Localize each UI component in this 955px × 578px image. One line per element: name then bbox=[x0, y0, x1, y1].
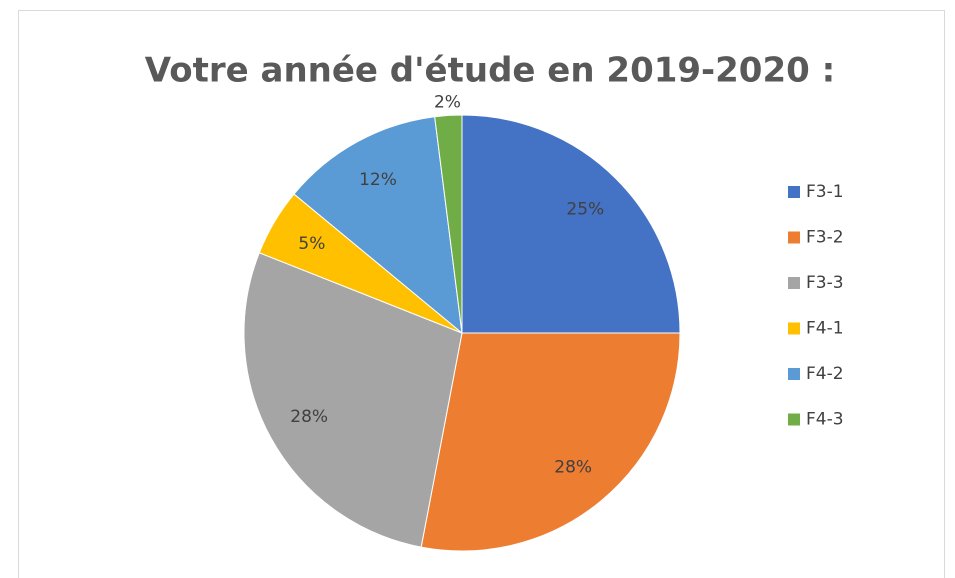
data-label: 28% bbox=[290, 407, 328, 427]
pie-slice bbox=[243, 252, 463, 548]
legend-label: F3-2 bbox=[806, 228, 844, 248]
pie-slice bbox=[420, 332, 681, 552]
data-label: 12% bbox=[359, 170, 397, 190]
legend-swatch bbox=[788, 413, 800, 426]
data-label: 28% bbox=[554, 457, 592, 477]
pie-slice bbox=[434, 114, 463, 334]
legend-label: F4-2 bbox=[806, 364, 844, 384]
legend-swatch bbox=[788, 186, 800, 198]
legend-label: F4-1 bbox=[806, 319, 844, 339]
legend-label: F4-3 bbox=[806, 410, 844, 430]
legend-swatch bbox=[788, 322, 800, 335]
legend-swatch bbox=[788, 277, 800, 289]
legend-label: F3-3 bbox=[806, 273, 844, 293]
data-label: 2% bbox=[434, 92, 461, 112]
chart-title: Votre année d'étude en 2019-2020 : bbox=[145, 51, 835, 91]
legend-swatch bbox=[788, 231, 800, 244]
legend-label: F3-1 bbox=[806, 182, 844, 202]
pie-slice bbox=[293, 116, 463, 335]
data-label: 25% bbox=[566, 200, 604, 220]
pie-slice bbox=[461, 114, 681, 334]
legend-swatch bbox=[788, 368, 800, 380]
data-label: 5% bbox=[298, 234, 325, 254]
